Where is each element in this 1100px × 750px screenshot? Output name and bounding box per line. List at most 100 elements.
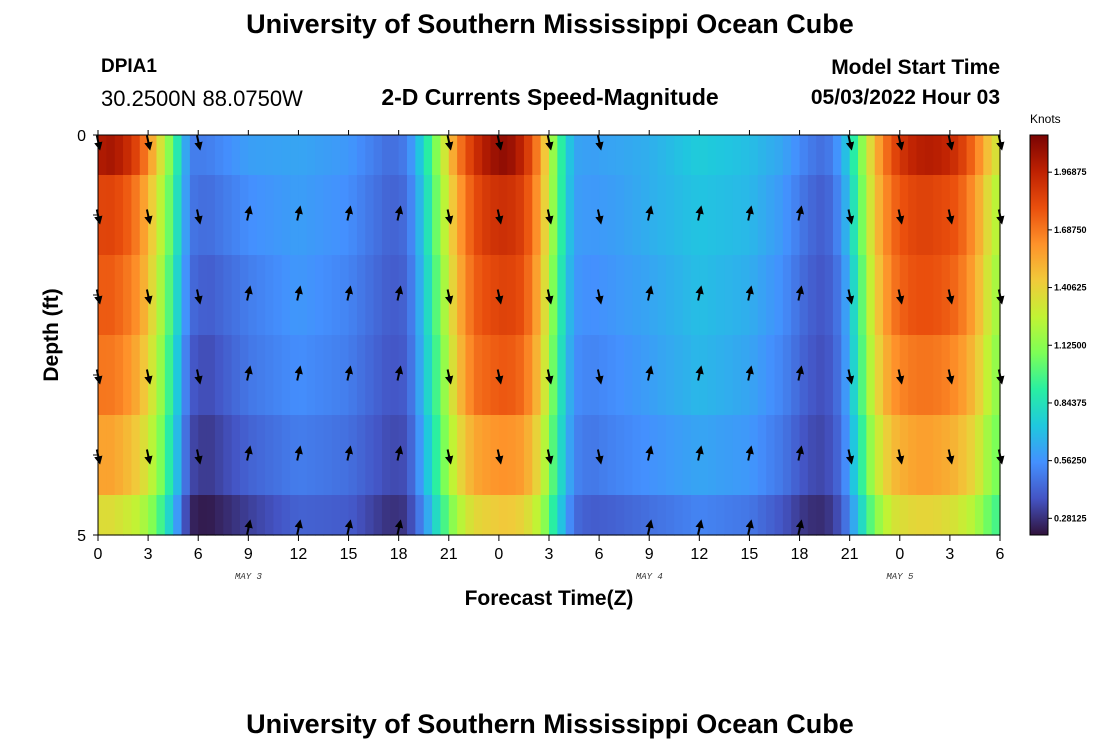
heat-cell xyxy=(908,255,918,336)
heat-cell xyxy=(490,135,500,176)
heat-cell xyxy=(323,255,333,336)
heat-cell xyxy=(657,135,667,176)
heat-cell xyxy=(139,335,149,416)
x-tick-label: 18 xyxy=(390,546,408,563)
heat-cell xyxy=(131,415,141,496)
heat-cell xyxy=(432,415,442,496)
current-arrow xyxy=(344,445,354,461)
heat-cell xyxy=(732,175,742,256)
current-arrow xyxy=(495,289,504,305)
heat-cell xyxy=(757,335,767,416)
heat-cell xyxy=(381,335,391,416)
heat-cell xyxy=(657,495,667,536)
heat-cell xyxy=(657,335,667,416)
heat-cell xyxy=(624,135,634,176)
heat-cell xyxy=(532,495,542,536)
heat-cell xyxy=(574,335,584,416)
heat-cell xyxy=(966,255,976,336)
heat-cell xyxy=(164,495,174,536)
heat-cell xyxy=(966,495,976,536)
heat-cell xyxy=(916,135,926,176)
current-arrow xyxy=(795,519,805,535)
x-tick-label: 6 xyxy=(595,546,604,563)
current-arrow xyxy=(645,205,654,221)
heat-cell xyxy=(933,175,943,256)
heat-cell xyxy=(214,135,224,176)
heat-cell xyxy=(440,335,450,416)
heat-cell xyxy=(239,175,249,256)
current-arrow xyxy=(495,209,504,225)
current-arrow xyxy=(795,285,805,301)
heat-cell xyxy=(415,495,425,536)
heat-cell xyxy=(373,175,383,256)
heat-cell xyxy=(991,415,1001,496)
heat-cell xyxy=(457,335,467,416)
heat-cell xyxy=(440,175,450,256)
heat-cell xyxy=(841,255,851,336)
heat-cell xyxy=(874,335,884,416)
heat-cell xyxy=(457,415,467,496)
heat-cell xyxy=(741,135,751,176)
current-arrow xyxy=(896,135,905,151)
heat-cell xyxy=(841,135,851,176)
heat-cell xyxy=(582,175,592,256)
current-arrow xyxy=(695,365,704,381)
heat-cell xyxy=(983,135,993,176)
heat-cell xyxy=(239,135,249,176)
heat-cell xyxy=(716,415,725,496)
heat-cell xyxy=(682,335,692,416)
heat-cell xyxy=(741,335,751,416)
heat-cell xyxy=(181,495,191,536)
heat-cell xyxy=(440,495,450,536)
current-arrow xyxy=(795,205,805,221)
current-arrow xyxy=(645,365,654,381)
heat-cell xyxy=(899,175,909,256)
heat-cell xyxy=(114,135,124,176)
heat-cell xyxy=(565,495,575,536)
heat-cell xyxy=(239,495,249,536)
heat-cell xyxy=(348,255,358,336)
heat-cell xyxy=(816,175,826,256)
heat-cell xyxy=(665,175,675,256)
heat-cell xyxy=(340,255,350,336)
heat-cell xyxy=(390,495,400,536)
heat-cell xyxy=(407,135,416,176)
heat-cell xyxy=(832,135,842,176)
heat-cell xyxy=(298,255,308,336)
heat-cell xyxy=(891,415,901,496)
heat-cell xyxy=(315,415,325,496)
heat-cell xyxy=(198,135,208,176)
heat-cell xyxy=(624,495,634,536)
heat-cell xyxy=(891,255,901,336)
heat-cell xyxy=(540,135,550,176)
heat-cell xyxy=(281,495,291,536)
x-day-label: MAY 4 xyxy=(636,572,663,582)
heat-cell xyxy=(448,495,458,536)
current-arrow xyxy=(745,205,754,221)
heat-cell xyxy=(908,495,918,536)
heat-cell xyxy=(490,335,500,416)
heat-cell xyxy=(290,255,300,336)
heat-cell xyxy=(632,175,642,256)
colorbar-tick-label: 1.96875 xyxy=(1054,167,1087,177)
heat-cell xyxy=(799,255,809,336)
heat-cell xyxy=(816,335,826,416)
heat-cell xyxy=(348,495,358,536)
heat-cell xyxy=(306,495,316,536)
heat-cell xyxy=(699,495,709,536)
heat-cell xyxy=(306,415,316,496)
heat-cell xyxy=(198,175,208,256)
heat-cell xyxy=(106,335,116,416)
heat-cell xyxy=(248,335,258,416)
colorbar: Knots 1.96875 1.68750 1.40625 1.12500 0.8437… xyxy=(1029,112,1087,536)
heat-cell xyxy=(490,415,500,496)
x-tick-label: 0 xyxy=(494,546,503,563)
heat-cell xyxy=(448,415,458,496)
heat-cell xyxy=(582,495,592,536)
heat-cell xyxy=(565,415,575,496)
heat-cell xyxy=(707,335,717,416)
heat-cell xyxy=(866,175,876,256)
heat-cell xyxy=(173,255,183,336)
heat-cell xyxy=(791,255,801,336)
heat-cell xyxy=(916,495,926,536)
